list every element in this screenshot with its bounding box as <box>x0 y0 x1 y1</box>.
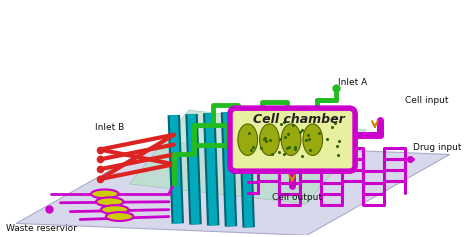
Text: Cell output: Cell output <box>273 193 322 202</box>
Polygon shape <box>16 143 450 235</box>
Ellipse shape <box>260 124 279 155</box>
Ellipse shape <box>91 189 118 198</box>
Ellipse shape <box>281 124 301 155</box>
Ellipse shape <box>238 124 257 155</box>
Text: Inlet A: Inlet A <box>338 78 368 87</box>
Text: Cell input: Cell input <box>405 96 449 105</box>
FancyBboxPatch shape <box>230 108 355 171</box>
Ellipse shape <box>106 212 133 221</box>
Polygon shape <box>129 110 366 204</box>
Text: Waste reservior: Waste reservior <box>6 224 77 233</box>
Text: Drug input: Drug input <box>413 143 462 152</box>
Text: Inlet B: Inlet B <box>95 123 124 132</box>
Text: Cell chamber: Cell chamber <box>253 114 345 127</box>
Ellipse shape <box>303 124 323 155</box>
Ellipse shape <box>96 197 124 206</box>
Ellipse shape <box>101 205 128 214</box>
